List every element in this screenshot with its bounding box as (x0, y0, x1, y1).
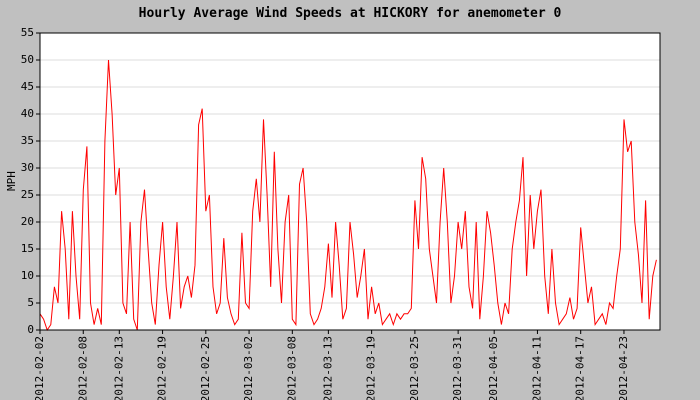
y-tick-label: 10 (21, 269, 34, 282)
y-tick-label: 30 (21, 161, 34, 174)
chart-title: Hourly Average Wind Speeds at HICKORY fo… (139, 6, 562, 21)
y-tick-label: 35 (21, 134, 34, 147)
y-tick-label: 40 (21, 107, 34, 120)
x-tick-label: 2012-02-19 (156, 336, 169, 400)
x-tick-label: 2012-03-08 (285, 336, 298, 400)
x-tick-label: 2012-03-02 (242, 336, 255, 400)
y-tick-label: 5 (27, 296, 34, 309)
y-tick-label: 0 (27, 323, 34, 336)
y-tick-label: 55 (21, 26, 34, 39)
data-line (39, 59, 657, 332)
y-tick-label: 20 (21, 215, 34, 228)
x-tick-label: 2012-04-23 (617, 336, 630, 400)
y-tick-label: 25 (21, 188, 34, 201)
x-tick-label: 2012-03-13 (321, 336, 334, 400)
x-tick-label: 2012-04-11 (530, 336, 543, 400)
x-tick-label: 2012-03-25 (408, 336, 421, 400)
x-tick-label: 2012-03-19 (365, 336, 378, 400)
x-tick-label: 2012-02-13 (112, 336, 125, 400)
y-tick-label: 15 (21, 242, 34, 255)
y-tick-label: 45 (21, 80, 34, 93)
x-tick-label: 2012-04-17 (574, 336, 587, 400)
x-tick-label: 2012-02-25 (199, 336, 212, 400)
x-tick-label: 2012-02-08 (76, 336, 89, 400)
y-axis-label: MPH (5, 171, 18, 191)
x-tick-label: 2012-03-31 (451, 336, 464, 400)
plot-area (39, 32, 661, 331)
x-tick-label: 2012-02-02 (33, 336, 46, 400)
y-tick-label: 50 (21, 53, 34, 66)
x-tick-label: 2012-04-05 (487, 336, 500, 400)
plot-border (39, 32, 661, 331)
